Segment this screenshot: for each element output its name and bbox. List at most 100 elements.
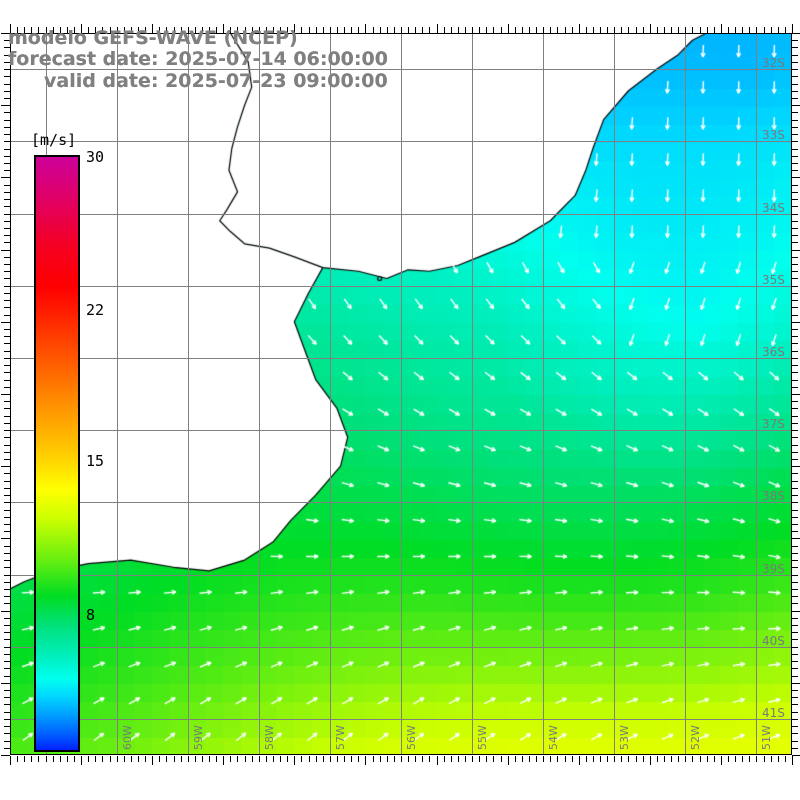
axis-tick [4,387,10,388]
axis-tick [4,112,10,113]
axis-tick [4,127,10,128]
axis-tick [67,756,68,762]
axis-tick [792,726,798,727]
axis-tick [650,756,651,765]
axis-tick [792,408,798,409]
axis-tick [4,596,10,597]
axis-tick [24,27,25,33]
axis-tick [138,27,139,33]
axis-tick [4,437,10,438]
axis-tick [4,401,10,402]
axis-tick [792,293,798,294]
axis-tick [74,27,75,33]
axis-tick [415,27,416,33]
axis-tick [95,27,96,33]
axis-tick [365,24,366,33]
axis-tick [415,756,416,762]
axis-tick [529,27,530,33]
axis-tick [4,690,10,691]
axis-tick [4,517,10,518]
axis-tick [166,756,167,762]
axis-tick [31,756,32,762]
axis-tick [4,76,10,77]
axis-tick [4,430,10,431]
axis-tick [444,27,445,33]
axis-tick [4,69,10,70]
axis-tick [131,27,132,33]
latitude-label: 32S [762,56,785,71]
axis-tick [309,756,310,762]
axis-tick [152,24,153,33]
axis-tick [792,560,798,561]
axis-tick [792,228,798,229]
axis-tick [4,639,10,640]
axis-tick [543,756,544,762]
axis-tick [792,264,798,265]
gridline-lon [259,33,260,755]
axis-tick [792,437,798,438]
axis-tick [401,756,402,762]
axis-tick [764,27,765,33]
axis-tick [365,756,366,765]
axis-tick [46,756,47,762]
axis-tick [621,756,622,762]
axis-tick [792,387,798,388]
latitude-label: 40S [762,633,785,648]
axis-tick [742,756,743,762]
axis-tick [437,24,438,33]
axis-tick [152,756,153,765]
axis-tick [145,27,146,33]
axis-tick [422,27,423,33]
axis-tick [4,459,10,460]
axis-tick [643,27,644,33]
axis-tick [181,756,182,762]
axis-tick [4,603,10,604]
axis-tick [4,567,10,568]
axis-tick [643,756,644,762]
axis-tick [515,27,516,33]
axis-tick [792,683,800,684]
axis-tick [657,27,658,33]
axis-tick [181,27,182,33]
axis-tick [387,27,388,33]
axis-tick [4,632,10,633]
axis-tick [792,40,798,41]
axis-tick [351,27,352,33]
axis-tick [792,163,798,164]
axis-tick [110,27,111,33]
gridline-lat [10,141,792,142]
gridline-lat [10,286,792,287]
axis-tick [465,27,466,33]
axis-tick [493,27,494,33]
axis-tick [373,27,374,33]
axis-tick [756,756,757,762]
axis-tick [579,756,580,765]
axis-tick [88,27,89,33]
axis-tick [117,756,118,762]
axis-tick [4,452,10,453]
map-plot-area[interactable] [10,33,792,755]
axis-tick [351,756,352,762]
axis-tick [792,84,798,85]
axis-tick [707,27,708,33]
axis-tick [174,756,175,762]
axis-tick [451,756,452,762]
axis-tick [700,756,701,762]
axis-tick [792,611,800,612]
axis-tick [4,235,10,236]
colorbar[interactable] [34,155,80,752]
axis-tick [479,756,480,762]
latitude-label: 33S [762,128,785,143]
axis-tick [1,322,10,323]
gridline-lon [543,33,544,755]
axis-tick [792,105,800,106]
axis-tick [4,524,10,525]
axis-tick [4,589,10,590]
axis-tick [309,27,310,33]
axis-tick [465,756,466,762]
axis-tick [792,704,798,705]
axis-tick [38,756,39,762]
axis-tick [792,192,798,193]
axis-tick [792,91,798,92]
